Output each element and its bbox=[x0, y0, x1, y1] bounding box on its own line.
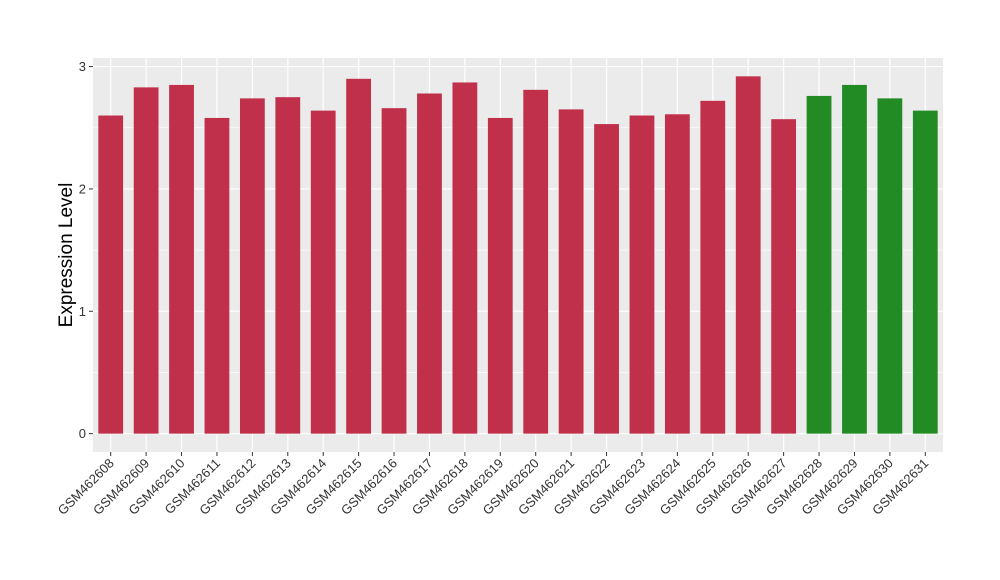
y-axis-title: Expression Level bbox=[56, 183, 77, 328]
bar bbox=[346, 78, 372, 434]
bar bbox=[594, 124, 619, 434]
y-tick-label: 1 bbox=[79, 304, 86, 319]
bar bbox=[664, 114, 690, 434]
x-axis: GSM462608GSM462609GSM462610GSM462611GSM4… bbox=[55, 452, 931, 518]
bars-group bbox=[98, 76, 938, 434]
grid-minor bbox=[93, 127, 943, 373]
bar bbox=[275, 97, 301, 434]
bar bbox=[133, 87, 159, 434]
bar bbox=[452, 82, 478, 434]
bar bbox=[381, 108, 407, 434]
bar bbox=[700, 100, 726, 434]
bar bbox=[558, 109, 584, 434]
bar bbox=[842, 84, 867, 434]
bar bbox=[735, 76, 761, 434]
bar bbox=[806, 95, 832, 434]
bar bbox=[523, 89, 549, 434]
bar bbox=[98, 115, 124, 434]
bar bbox=[487, 117, 513, 434]
bar bbox=[912, 110, 938, 434]
plot-panel bbox=[93, 58, 943, 452]
bar bbox=[417, 93, 442, 434]
bar bbox=[169, 84, 194, 434]
y-tick-label: 0 bbox=[79, 426, 86, 441]
bar bbox=[877, 98, 903, 434]
bar bbox=[310, 110, 336, 434]
y-tick-label: 2 bbox=[79, 181, 86, 196]
bar bbox=[771, 119, 797, 434]
bar bbox=[204, 117, 230, 434]
bar bbox=[629, 115, 655, 434]
bar bbox=[239, 98, 265, 434]
y-axis: 0 1 2 3 bbox=[79, 59, 93, 441]
y-tick-label: 3 bbox=[79, 59, 86, 74]
